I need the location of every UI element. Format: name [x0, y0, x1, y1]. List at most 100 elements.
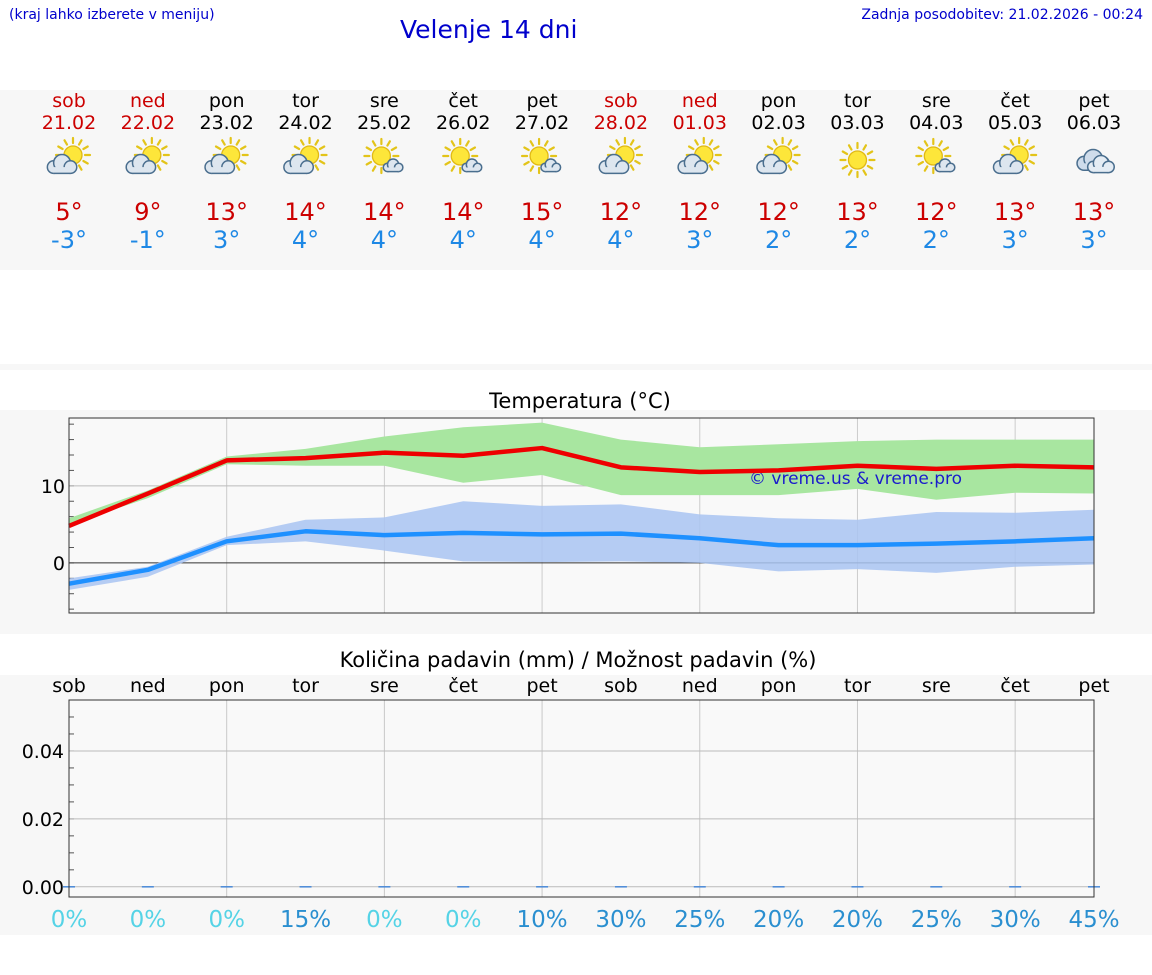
x-tick-label: sre	[922, 675, 951, 697]
x-tick-label: sob	[52, 675, 86, 697]
precip-probability: 10%	[517, 907, 568, 933]
max-temp: 13°	[994, 198, 1037, 226]
plot-area	[69, 700, 1094, 897]
sun-cloud-icon	[992, 136, 1038, 175]
y-tick-label: 0.04	[22, 741, 64, 763]
day-name: ned	[682, 90, 718, 112]
day-name: pet	[526, 90, 557, 112]
y-tick-label: 0	[53, 553, 65, 575]
min-temp: 4°	[450, 226, 477, 254]
sun-small-cloud-icon	[442, 137, 483, 175]
day-date: 02.03	[751, 112, 805, 134]
precip-bar	[693, 886, 706, 888]
sun-small-cloud-icon	[520, 137, 562, 175]
precip-probability: 0%	[51, 907, 88, 933]
watermark: © vreme.us & vreme.pro	[749, 469, 962, 489]
precip-bar	[378, 886, 391, 888]
temperature-chart: Temperatura (°C) 0 10 © vreme.us & vreme.pr…	[41, 389, 1095, 614]
precip-bar	[614, 886, 627, 888]
min-temp: -3°	[51, 226, 87, 254]
x-tick-label: pet	[526, 675, 557, 697]
plot-frame	[68, 699, 1095, 898]
precip-probability: 0%	[130, 907, 167, 933]
max-temp: 12°	[678, 198, 721, 226]
sun-cloud-icon	[125, 136, 170, 175]
day-date: 06.03	[1067, 112, 1121, 134]
x-tick-label: pet	[1078, 675, 1109, 697]
precip-bar	[1009, 886, 1022, 888]
day-date: 25.02	[357, 112, 411, 134]
sun-small-cloud-icon	[915, 137, 956, 175]
last-updated: Zadnja posodobitev: 21.02.2026 - 00:24	[861, 7, 1143, 23]
x-tick-label: ned	[682, 675, 718, 697]
min-temp: 4°	[528, 226, 555, 254]
max-temp: 14°	[442, 198, 485, 226]
max-temp: 15°	[521, 198, 564, 226]
min-temp: -1°	[130, 226, 166, 254]
day-name: sob	[52, 90, 86, 112]
precip-probability: 0%	[208, 907, 245, 933]
tmax-range-band	[69, 422, 1094, 525]
min-temp: 3°	[1002, 226, 1029, 254]
day-name: tor	[292, 90, 319, 112]
day-date: 01.03	[673, 112, 727, 134]
min-temp: 4°	[292, 226, 319, 254]
min-temp: 2°	[923, 226, 950, 254]
max-temp: 13°	[1073, 198, 1116, 226]
day-date: 05.03	[988, 112, 1042, 134]
day-name: pon	[209, 90, 245, 112]
precip-probability: 0%	[445, 907, 482, 933]
tmin-line	[68, 529, 1095, 586]
precip-bar	[457, 886, 470, 888]
day-name: pon	[761, 90, 797, 112]
sun-icon	[839, 141, 876, 179]
location-hint: (kraj lahko izberete v meniju)	[9, 7, 215, 23]
x-tick-label: tor	[844, 675, 871, 697]
x-tick-label: tor	[292, 675, 319, 697]
day-date: 28.02	[594, 112, 648, 134]
plot-frame	[68, 417, 1095, 614]
precip-probability: 0%	[366, 907, 403, 933]
min-temp: 3°	[686, 226, 713, 254]
precip-bar	[930, 886, 943, 888]
day-name: pet	[1078, 90, 1109, 112]
x-tick-label: pon	[761, 675, 797, 697]
forecast-band	[0, 90, 1152, 270]
precip-probability: 30%	[990, 907, 1041, 933]
y-tick-label: 0.00	[22, 877, 64, 899]
precip-bar	[220, 886, 233, 888]
x-tick-label: pon	[209, 675, 245, 697]
x-tick-label: sre	[370, 675, 399, 697]
precip-probability: 25%	[674, 907, 725, 933]
precipitation-chart: Količina padavin (mm) / Možnost padavin …	[22, 648, 1120, 933]
spacer-band	[0, 364, 1152, 370]
day-date: 21.02	[42, 112, 96, 134]
day-name: čet	[448, 90, 478, 112]
day-date: 24.02	[278, 112, 332, 134]
max-temp: 13°	[836, 198, 879, 226]
page-title: Velenje 14 dni	[400, 15, 578, 44]
precip-bar	[536, 886, 549, 888]
chart-title: Količina padavin (mm) / Možnost padavin …	[340, 648, 817, 672]
day-date: 03.03	[830, 112, 884, 134]
day-name: čet	[1000, 90, 1030, 112]
x-tick-label: ned	[130, 675, 166, 697]
day-date: 04.03	[909, 112, 963, 134]
max-temp: 13°	[205, 198, 248, 226]
daily-forecast: sob21.025°-3°ned22.029°-1°pon23.0213°3°t…	[42, 90, 1121, 254]
precip-bar	[851, 886, 864, 888]
min-temp: 2°	[844, 226, 871, 254]
min-temp: 3°	[213, 226, 240, 254]
tmax-line	[68, 445, 1095, 528]
max-temp: 12°	[915, 198, 958, 226]
sun-cloud-icon	[46, 136, 92, 175]
max-temp: 12°	[600, 198, 643, 226]
precip-bar	[141, 886, 154, 888]
min-temp: 3°	[1080, 226, 1107, 254]
precip-probability: 20%	[832, 907, 883, 933]
precip-probability: 25%	[911, 907, 962, 933]
precip-bar	[772, 886, 785, 888]
sun-small-cloud-icon	[363, 137, 404, 175]
day-name: sre	[922, 90, 951, 112]
min-temp: 2°	[765, 226, 792, 254]
